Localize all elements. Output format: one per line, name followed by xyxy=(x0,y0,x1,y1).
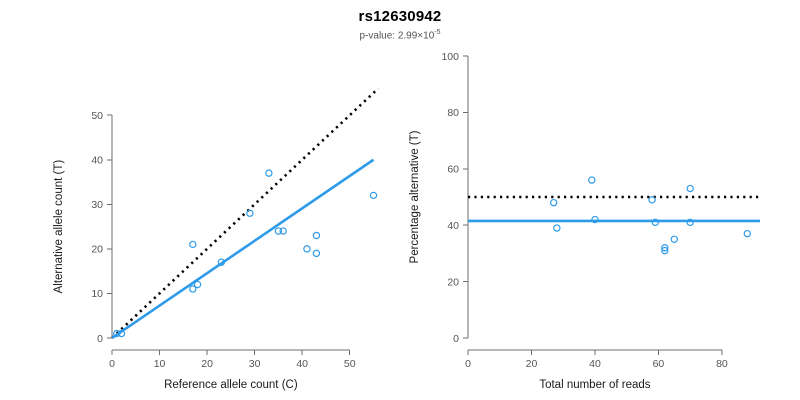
x-axis-tick-label: 40 xyxy=(589,358,601,370)
data-point xyxy=(588,176,596,184)
data-point xyxy=(553,224,561,232)
y-axis-tick-label: 20 xyxy=(91,244,103,256)
data-point xyxy=(591,215,599,224)
x-axis-tick-label: 80 xyxy=(716,358,728,370)
y-axis-tick-label: 0 xyxy=(453,333,459,345)
data-point xyxy=(661,244,669,252)
x-axis-tick-label: 0 xyxy=(465,358,471,370)
y-axis-tick-label: 50 xyxy=(91,110,103,122)
y-axis-tick-label: 20 xyxy=(447,276,459,288)
data-point xyxy=(303,245,311,253)
data-point xyxy=(369,191,378,200)
x-axis-tick-label: 20 xyxy=(201,358,213,370)
data-point xyxy=(312,231,321,240)
y-axis-tick-label: 40 xyxy=(91,155,103,167)
p-value-text: p-value: 2.99×10 xyxy=(359,30,435,42)
x-axis-tick-label: 10 xyxy=(154,358,166,370)
data-point xyxy=(113,329,121,338)
data-point xyxy=(279,227,287,235)
fit-line xyxy=(111,158,375,340)
data-point xyxy=(549,198,558,207)
data-point xyxy=(274,227,283,235)
y-axis-tick-label: 60 xyxy=(447,164,459,176)
x-axis-title: Total number of reads xyxy=(539,379,650,391)
y-axis-title: Percentage alternative (T) xyxy=(409,130,421,263)
x-axis-tick-label: 20 xyxy=(526,358,538,370)
x-axis-tick-label: 40 xyxy=(296,358,308,370)
y-axis-title: Alternative allele count (T) xyxy=(53,160,65,294)
x-axis-tick-label: 0 xyxy=(109,358,115,370)
x-axis-tick-label: 60 xyxy=(653,358,665,370)
y-axis-tick-label: 100 xyxy=(441,51,459,63)
y-axis-tick-label: 10 xyxy=(91,288,103,300)
data-point xyxy=(246,209,254,217)
data-point xyxy=(686,184,694,193)
y-axis-tick-label: 0 xyxy=(97,333,103,345)
x-axis-tick-label: 50 xyxy=(344,358,356,370)
y-axis-tick-label: 80 xyxy=(447,107,459,119)
panel-percentage-alternative: 0 20 40 60 80 100 0 20 40 60 80 Total number of rea… xyxy=(400,0,800,400)
panel-allele-counts: 0 10 20 30 40 50 0 10 20 30 40 50 Reference allele c… xyxy=(53,87,380,391)
data-point xyxy=(686,218,694,227)
y-axis-tick-label: 30 xyxy=(91,199,103,211)
scatter-plot-allele-counts: 0 10 20 30 40 50 0 10 20 30 40 50 Reference allele c… xyxy=(53,87,380,391)
y-axis-tick-label: 40 xyxy=(447,220,459,232)
data-point xyxy=(651,218,659,227)
x-axis-title: Reference allele count (C) xyxy=(164,379,298,391)
data-point xyxy=(265,169,273,177)
data-point xyxy=(189,285,197,293)
x-axis-tick-label: 30 xyxy=(249,358,261,370)
page-title: rs12630942 xyxy=(358,8,442,25)
p-value-exponent: -5 xyxy=(434,29,441,36)
data-point xyxy=(670,235,679,243)
data-point xyxy=(217,258,226,266)
scatter-plot-percentage: 0 20 40 60 80 100 0 20 40 60 80 Total number of rea… xyxy=(409,51,760,391)
data-point xyxy=(193,280,202,289)
data-point xyxy=(117,329,126,338)
data-point xyxy=(189,240,197,249)
reference-line xyxy=(111,87,380,339)
p-value-subtitle: p-value: 2.99×10-5 xyxy=(0,29,800,41)
data-point xyxy=(743,229,752,238)
data-point xyxy=(648,196,656,204)
data-point xyxy=(661,246,669,255)
data-point xyxy=(312,249,321,258)
